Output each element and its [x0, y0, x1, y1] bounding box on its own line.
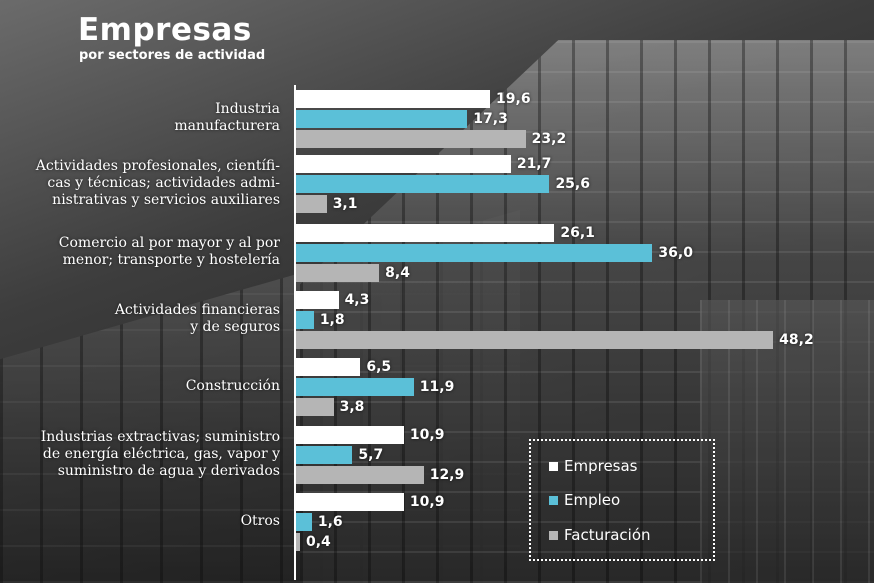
- value-label-empresas-2: 21,7: [516, 156, 552, 172]
- category-label-line: Construcción: [185, 377, 280, 394]
- legend-swatch-facturacion: [549, 531, 558, 540]
- legend-swatch-empresas: [549, 462, 558, 471]
- category-label-line: Otros: [240, 512, 280, 529]
- value-label-facturacion-6: 12,9: [429, 467, 465, 483]
- category-label-1: Industria manufacturera: [174, 101, 280, 135]
- value-label-empresas-7: 10,9: [409, 494, 445, 510]
- bar-empleo-6: [296, 446, 353, 464]
- category-label-line: Actividades profesionales, científi-: [35, 157, 280, 174]
- value-label-facturacion-1: 23,2: [531, 131, 567, 147]
- legend-swatch-empleo: [549, 496, 558, 505]
- value-label-empleo-4: 1,8: [319, 312, 345, 328]
- category-label-4: Actividades financieras y de seguros: [115, 302, 280, 336]
- legend: Empresas Empleo Facturación: [529, 439, 715, 561]
- bar-empresas-6: [296, 426, 404, 444]
- axis-baseline: [294, 85, 296, 580]
- bar-empresas-7: [296, 493, 404, 511]
- category-label-line: Actividades financieras: [114, 302, 280, 318]
- value-label-facturacion-2: 3,1: [332, 196, 358, 212]
- legend-label-empleo: Empleo: [564, 491, 621, 509]
- bar-empleo-1: [296, 110, 468, 128]
- value-label-empleo-7: 1,6: [317, 514, 343, 530]
- bar-empresas-3: [296, 224, 555, 242]
- bar-empleo-7: [296, 513, 312, 531]
- category-label-line: de energía eléctrica, gas, vapor y: [42, 445, 280, 462]
- bar-empresas-5: [296, 358, 361, 376]
- bar-empleo-4: [296, 311, 314, 329]
- category-label-7: Otros: [241, 513, 280, 530]
- bar-empresas-1: [296, 90, 491, 108]
- category-label-2: Actividades profesionales, científi-cas …: [36, 158, 280, 209]
- category-label-5: Construcción: [186, 378, 280, 395]
- category-label-line: Industrias extractivas; suministro: [40, 428, 280, 445]
- value-label-empresas-6: 10,9: [409, 427, 445, 443]
- chart-subtitle: por sectores de actividad: [79, 48, 266, 63]
- bar-empleo-3: [296, 244, 653, 262]
- category-label-line: suministro de agua y derivados: [57, 462, 280, 479]
- category-label-line: cas y técnicas; actividades admi-: [47, 174, 280, 191]
- value-label-empleo-6: 5,7: [358, 447, 384, 463]
- chart-title: Empresas: [78, 12, 252, 48]
- value-label-facturacion-4: 48,2: [779, 332, 814, 348]
- bar-facturacion-6: [296, 466, 424, 484]
- value-label-empresas-5: 6,5: [366, 359, 392, 375]
- category-label-line: manufacturera: [174, 118, 280, 134]
- bar-facturacion-5: [296, 398, 334, 416]
- category-label-line: menor; transporte y hostelería: [62, 252, 280, 268]
- category-label-6: Industrias extractivas; suministro de ene…: [41, 429, 280, 480]
- bar-empleo-2: [296, 175, 550, 193]
- value-label-facturacion-3: 8,4: [385, 265, 410, 281]
- value-label-empleo-5: 11,9: [419, 379, 455, 395]
- value-label-empresas-1: 19,6: [496, 91, 531, 107]
- legend-label-empresas: Empresas: [564, 457, 638, 475]
- category-label-line: y de seguros: [190, 319, 280, 335]
- category-label-3: Comercio al por mayor y al por menor; tra…: [59, 235, 280, 269]
- legend-label-facturacion: Facturación: [564, 526, 651, 544]
- value-label-facturacion-7: 0,4: [305, 534, 331, 550]
- category-label-line: Comercio al por mayor y al por: [58, 235, 280, 251]
- value-label-empleo-2: 25,6: [555, 176, 590, 192]
- value-label-empleo-3: 36,0: [658, 245, 693, 261]
- category-label-line: nistrativas y servicios auxiliares: [52, 191, 280, 208]
- value-label-empleo-1: 17,3: [473, 111, 508, 127]
- value-label-facturacion-5: 3,8: [339, 399, 365, 415]
- category-label-line: Industria: [215, 101, 280, 117]
- bar-facturacion-4: [296, 331, 774, 349]
- bar-facturacion-3: [296, 264, 380, 282]
- bar-facturacion-2: [296, 195, 327, 213]
- value-label-empresas-4: 4,3: [344, 292, 370, 308]
- bar-empresas-2: [296, 155, 511, 173]
- bar-empresas-4: [296, 291, 339, 309]
- bar-facturacion-1: [296, 130, 526, 148]
- value-label-empresas-3: 26,1: [560, 225, 595, 241]
- bar-facturacion-7: [296, 533, 300, 551]
- bar-empleo-5: [296, 378, 414, 396]
